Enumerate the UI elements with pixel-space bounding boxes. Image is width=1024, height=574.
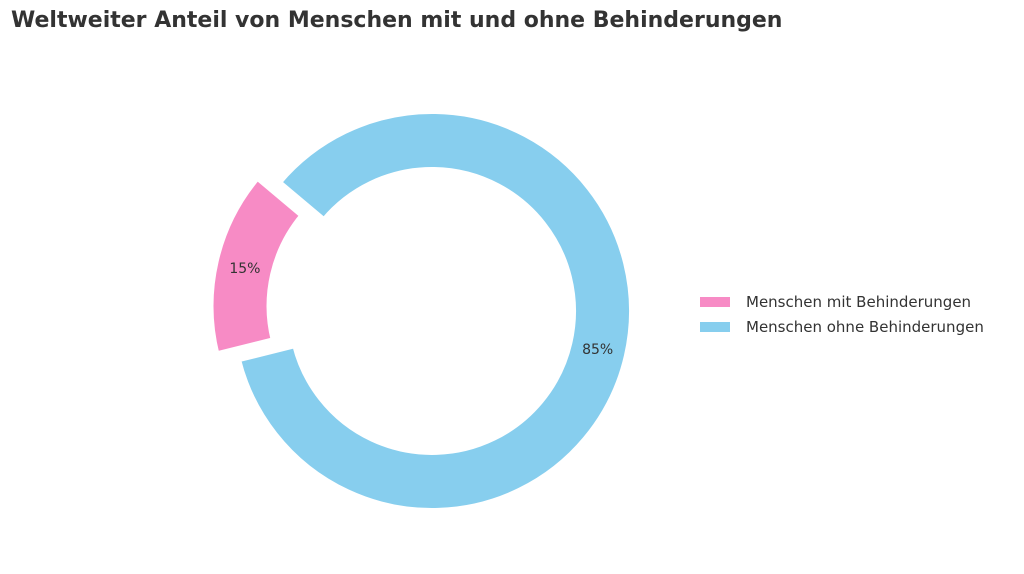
chart-title: Weltweiter Anteil von Menschen mit und o… <box>11 8 783 33</box>
legend-label: Menschen ohne Behinderungen <box>746 317 984 336</box>
legend: Menschen mit Behinderungen Menschen ohne… <box>700 289 984 339</box>
legend-item: Menschen mit Behinderungen <box>700 289 984 314</box>
legend-label: Menschen mit Behinderungen <box>746 292 972 311</box>
slice-label: 15% <box>229 261 260 277</box>
donut-slice <box>234 108 635 514</box>
donut-slice <box>207 173 307 359</box>
slice-label: 85% <box>582 342 613 358</box>
legend-item: Menschen ohne Behinderungen <box>700 314 984 339</box>
legend-swatch <box>700 321 730 332</box>
legend-swatch <box>700 296 730 307</box>
